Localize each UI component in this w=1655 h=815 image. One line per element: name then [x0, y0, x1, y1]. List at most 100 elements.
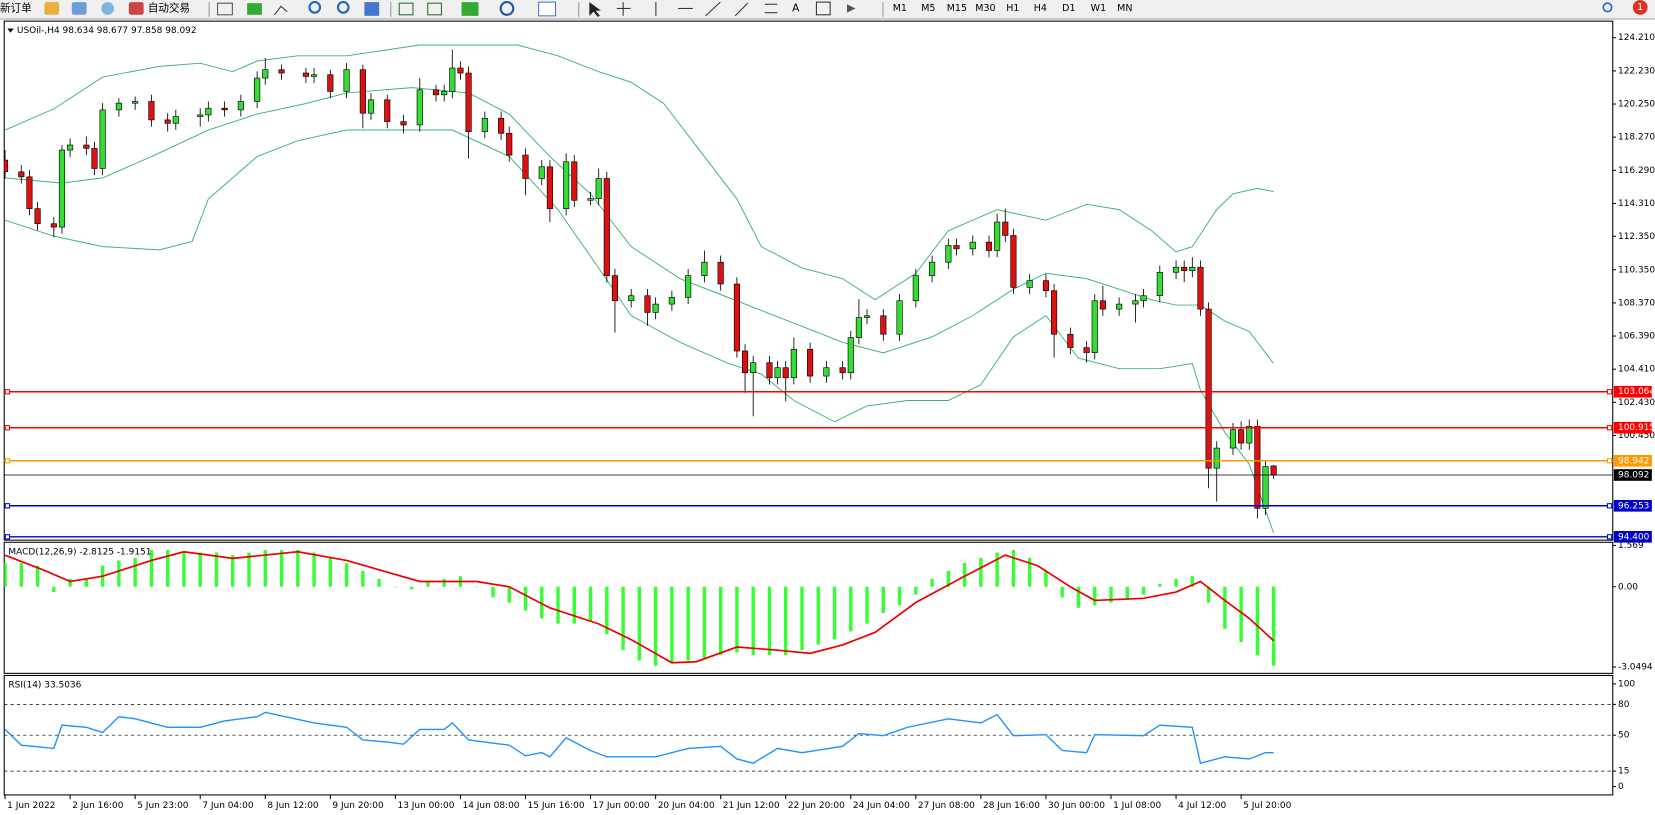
auto-trading-button[interactable]: 自动交易 [148, 1, 190, 14]
notification-badge[interactable] [1632, 0, 1648, 15]
macd-bar [1158, 584, 1162, 587]
candle-body [912, 275, 919, 302]
badge-count: 1 [1637, 2, 1643, 13]
candle-body [384, 99, 391, 122]
trendline-icon[interactable] [705, 1, 721, 17]
icon[interactable] [101, 2, 115, 15]
macd-bar [1093, 586, 1097, 606]
price-label: 100.915 [1618, 423, 1655, 433]
candle-body [205, 107, 212, 116]
candle-body [1067, 333, 1074, 348]
macd-bar [133, 557, 137, 587]
candle-body [400, 121, 407, 126]
icon[interactable] [364, 2, 380, 16]
icon[interactable] [217, 2, 233, 16]
panel-frame [3, 20, 1614, 541]
candle-body [929, 261, 936, 276]
timeframe-button[interactable]: W1 [1091, 3, 1106, 14]
icon[interactable] [274, 5, 288, 16]
y-tick-label: 116.290 [1618, 166, 1655, 176]
candle-body [1156, 271, 1163, 297]
timeframe-button[interactable]: D1 [1062, 3, 1075, 14]
search-icon[interactable] [1602, 2, 1613, 13]
candle-body [91, 148, 98, 169]
macd-bar [1060, 586, 1064, 598]
macd-bar [881, 586, 885, 614]
macd-bar [540, 586, 544, 619]
bollinger-band [4, 44, 1274, 301]
macd-bar [312, 552, 316, 587]
label-tool[interactable] [815, 1, 831, 16]
candle-body [1270, 465, 1277, 476]
timeframe-button[interactable]: M1 [893, 3, 907, 14]
y-tick-label: 100.450 [1618, 431, 1655, 441]
panel-title: MACD(12,26,9) -2.8125 -1.9151 [8, 547, 151, 557]
candle-body [766, 362, 773, 379]
icon[interactable] [247, 3, 262, 15]
macd-bar [572, 586, 576, 624]
icon[interactable] [71, 2, 87, 15]
candle-body [50, 223, 57, 228]
zoom-in-icon[interactable] [308, 1, 322, 14]
x-tick-label: 9 Jun 20:00 [332, 801, 384, 811]
zoom-out-icon[interactable] [336, 1, 350, 14]
macd-signal [4, 550, 1275, 664]
auto-trading-icon[interactable] [128, 2, 144, 15]
timeframe-button[interactable]: MN [1117, 3, 1132, 14]
candle-body [67, 144, 74, 151]
y-tick-label: 122.230 [1618, 66, 1655, 76]
macd-bar [491, 586, 495, 598]
y-tick-label: 1.569 [1618, 541, 1644, 551]
level-handle [1606, 389, 1613, 395]
macd-bar [328, 557, 333, 587]
candle-body [1042, 280, 1050, 292]
timeframe-bar: M1 M5 M15 M30 H1 H4 D1 W1 MN [893, 3, 1133, 14]
candle-body [83, 144, 90, 149]
candle-body [164, 119, 171, 124]
candle-body [237, 101, 244, 111]
candle-body [432, 89, 440, 96]
icon[interactable] [44, 2, 60, 15]
macd-bar [393, 586, 398, 588]
timeframe-button[interactable]: M5 [921, 3, 935, 14]
cursor-icon[interactable] [589, 2, 601, 17]
macd-bar [1271, 586, 1276, 666]
macd-bar [995, 552, 999, 587]
candle-body [148, 101, 155, 121]
macd-bar [897, 586, 902, 606]
macd-bar [556, 586, 560, 624]
candle-body [327, 74, 334, 92]
candle-body [254, 77, 261, 102]
price-label: 98.942 [1618, 456, 1649, 466]
text-tool[interactable]: A [792, 2, 800, 14]
x-tick-label: 22 Jun 20:00 [788, 801, 845, 811]
icon[interactable] [427, 2, 443, 16]
timeframe-button[interactable]: M15 [947, 3, 967, 14]
icon[interactable] [398, 2, 414, 16]
x-tick-label: 17 Jun 00:00 [593, 801, 650, 811]
template-icon[interactable] [538, 1, 557, 17]
macd-bar [1223, 586, 1227, 629]
arrow-tool[interactable] [847, 4, 856, 13]
new-order-button[interactable]: 新订单 [0, 1, 32, 14]
channel-icon[interactable] [734, 2, 749, 17]
candle-body [701, 261, 708, 276]
macd-bar [231, 555, 235, 587]
macd-bar [165, 549, 170, 587]
macd-bar [68, 578, 72, 587]
period-icon[interactable] [499, 1, 515, 16]
y-tick-label: 112.350 [1618, 232, 1655, 242]
macd-bar [198, 552, 202, 587]
timeframe-button[interactable]: M30 [975, 3, 995, 14]
timeframe-button[interactable]: H4 [1034, 3, 1047, 14]
candle-body [994, 221, 1001, 251]
macd-bar [1206, 586, 1211, 603]
timeframe-button[interactable]: H1 [1006, 3, 1019, 14]
candle-body [750, 362, 757, 374]
candle-body [741, 350, 749, 374]
candle-body [587, 198, 594, 201]
candle-body [1189, 266, 1196, 271]
candle-body [823, 367, 830, 377]
indicators-icon[interactable] [461, 2, 479, 16]
candle-body [538, 166, 545, 179]
